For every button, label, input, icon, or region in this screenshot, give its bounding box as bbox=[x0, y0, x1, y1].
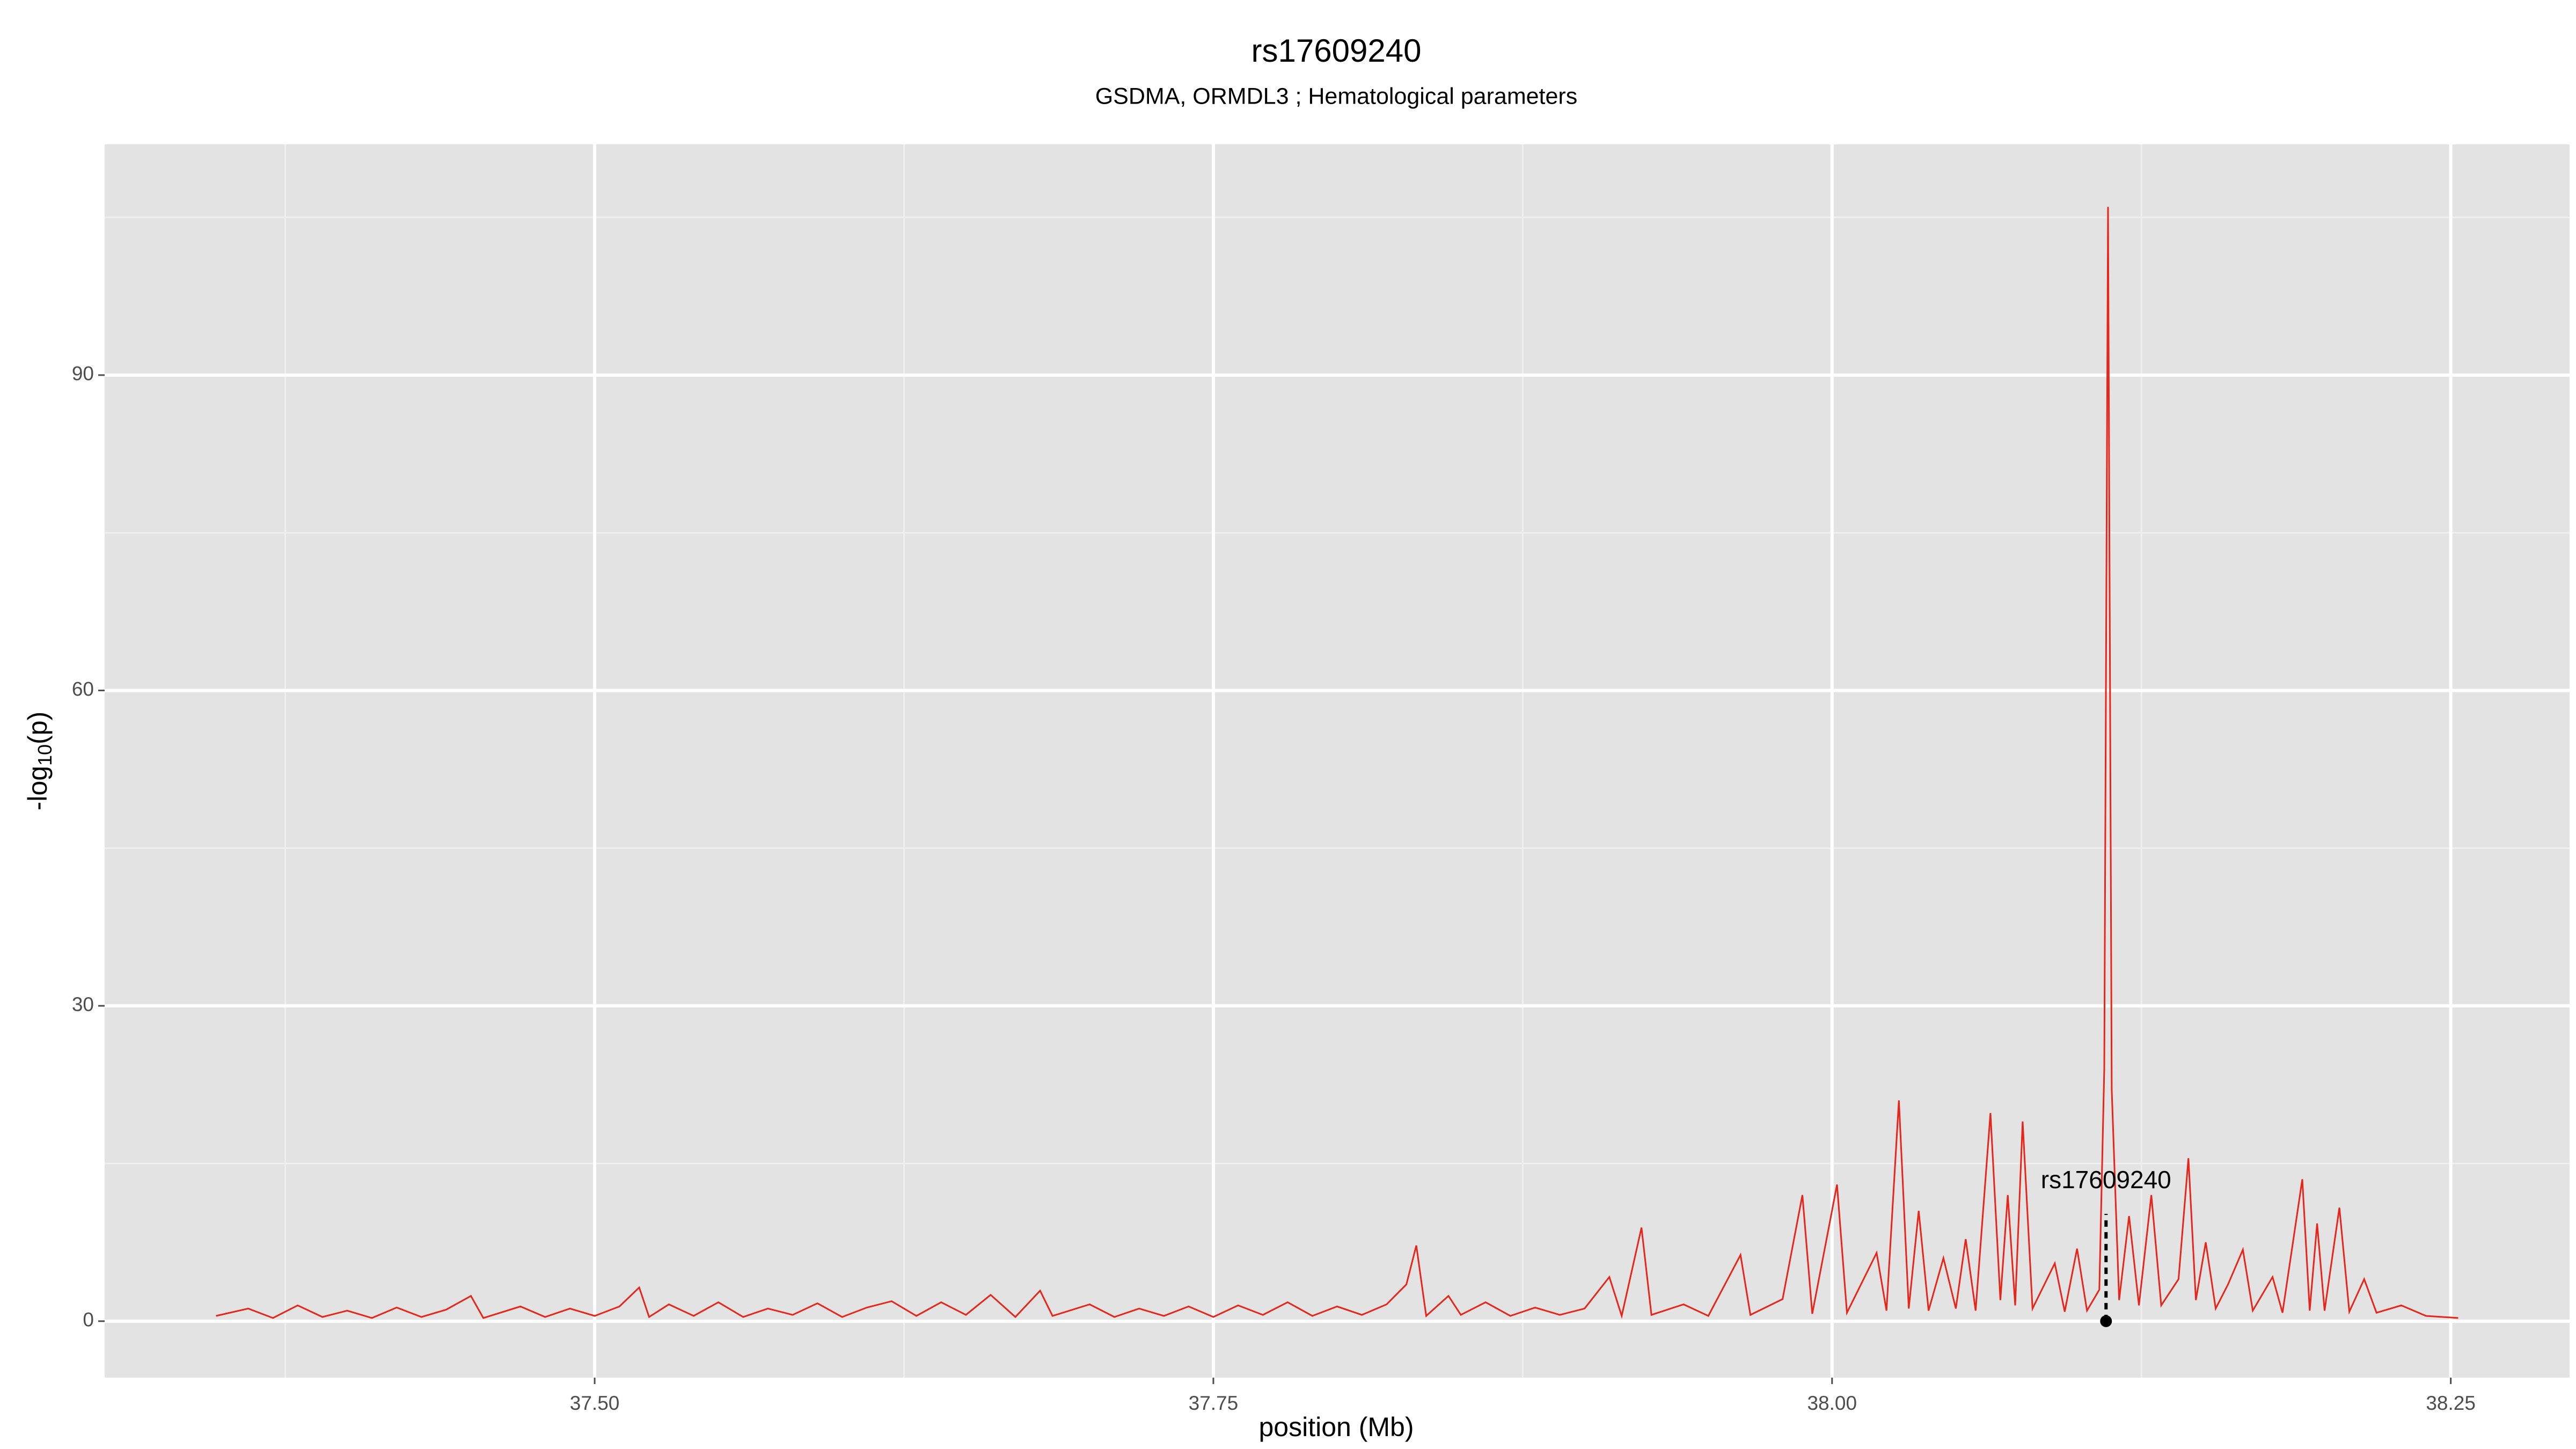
y-tick-label: 30 bbox=[72, 993, 94, 1015]
x-tick-label: 37.75 bbox=[1189, 1392, 1239, 1414]
chart-subtitle: GSDMA, ORMDL3 ; Hematological parameters bbox=[1095, 83, 1578, 109]
series-line bbox=[216, 207, 2458, 1319]
marks bbox=[216, 207, 2458, 1327]
x-axis-label: position (Mb) bbox=[1259, 1412, 1414, 1442]
y-tick-label: 0 bbox=[83, 1309, 94, 1331]
x-tick-label: 38.00 bbox=[1807, 1392, 1857, 1414]
y-tick-label: 90 bbox=[72, 363, 94, 385]
chart-title: rs17609240 bbox=[1252, 33, 1422, 69]
annotation-point bbox=[2100, 1315, 2112, 1327]
y-axis-label: -log10(p) bbox=[23, 712, 55, 811]
annotation-label: rs17609240 bbox=[2041, 1166, 2171, 1194]
y-label-part: -log bbox=[23, 766, 53, 810]
grid bbox=[105, 144, 2570, 1378]
y-label-part: (p) bbox=[23, 712, 53, 744]
y-tick-label: 60 bbox=[72, 678, 94, 700]
plot-background bbox=[105, 144, 2570, 1378]
x-tick-label: 37.50 bbox=[570, 1392, 620, 1414]
x-tick-label: 38.25 bbox=[2426, 1392, 2476, 1414]
y-label-sub: 10 bbox=[34, 744, 56, 766]
